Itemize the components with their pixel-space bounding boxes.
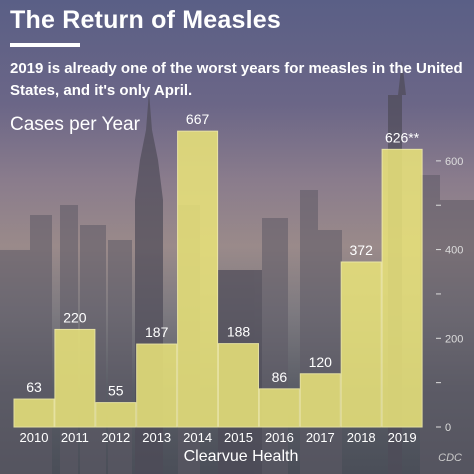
data-label-2018: 372 [350, 242, 374, 258]
x-tick-2017: 2017 [306, 430, 335, 445]
x-tick-2014: 2014 [183, 430, 212, 445]
bar-2011 [54, 328, 96, 428]
data-label-2013: 187 [145, 324, 169, 340]
brand-label: Clearvue Health [183, 448, 299, 465]
y-tick-label-200: 200 [445, 333, 463, 345]
x-tick-2016: 2016 [265, 430, 294, 445]
bar-2014 [177, 130, 219, 428]
bar-2018 [340, 261, 382, 428]
x-tick-2011: 2011 [61, 430, 89, 445]
data-label-2016: 86 [272, 369, 288, 385]
data-label-2015: 188 [227, 324, 251, 340]
title-underline [10, 43, 80, 47]
x-tick-2013: 2013 [142, 430, 171, 445]
chart-title: Cases per Year [10, 114, 140, 135]
source-credit: CDC [438, 452, 462, 464]
bar-2016 [258, 388, 300, 428]
data-label-2010: 63 [26, 379, 42, 395]
page-title: The Return of Measles [10, 6, 281, 34]
data-label-2012: 55 [108, 383, 124, 399]
bar-2010 [13, 398, 55, 428]
bar-2017 [299, 373, 341, 428]
y-tick-label-400: 400 [445, 245, 463, 257]
page-subtitle: 2019 is already one of the worst years f… [10, 60, 463, 99]
x-tick-2010: 2010 [20, 430, 49, 445]
bar-2013 [136, 343, 178, 428]
x-tick-2018: 2018 [347, 430, 376, 445]
bar-2015 [218, 343, 259, 428]
data-label-2017: 120 [309, 354, 333, 370]
bar-2019 [381, 148, 423, 428]
data-label-2019: 626** [385, 129, 420, 145]
y-tick-label-0: 0 [445, 422, 451, 434]
data-label-2014: 667 [186, 111, 210, 127]
brand-name: Clearvue Health [0, 448, 474, 466]
bar-2012 [95, 402, 137, 428]
x-tick-2012: 2012 [101, 430, 130, 445]
x-tick-2019: 2019 [388, 430, 417, 445]
x-tick-2015: 2015 [224, 430, 253, 445]
y-tick-label-600: 600 [445, 156, 463, 168]
data-label-2011: 220 [63, 309, 87, 325]
